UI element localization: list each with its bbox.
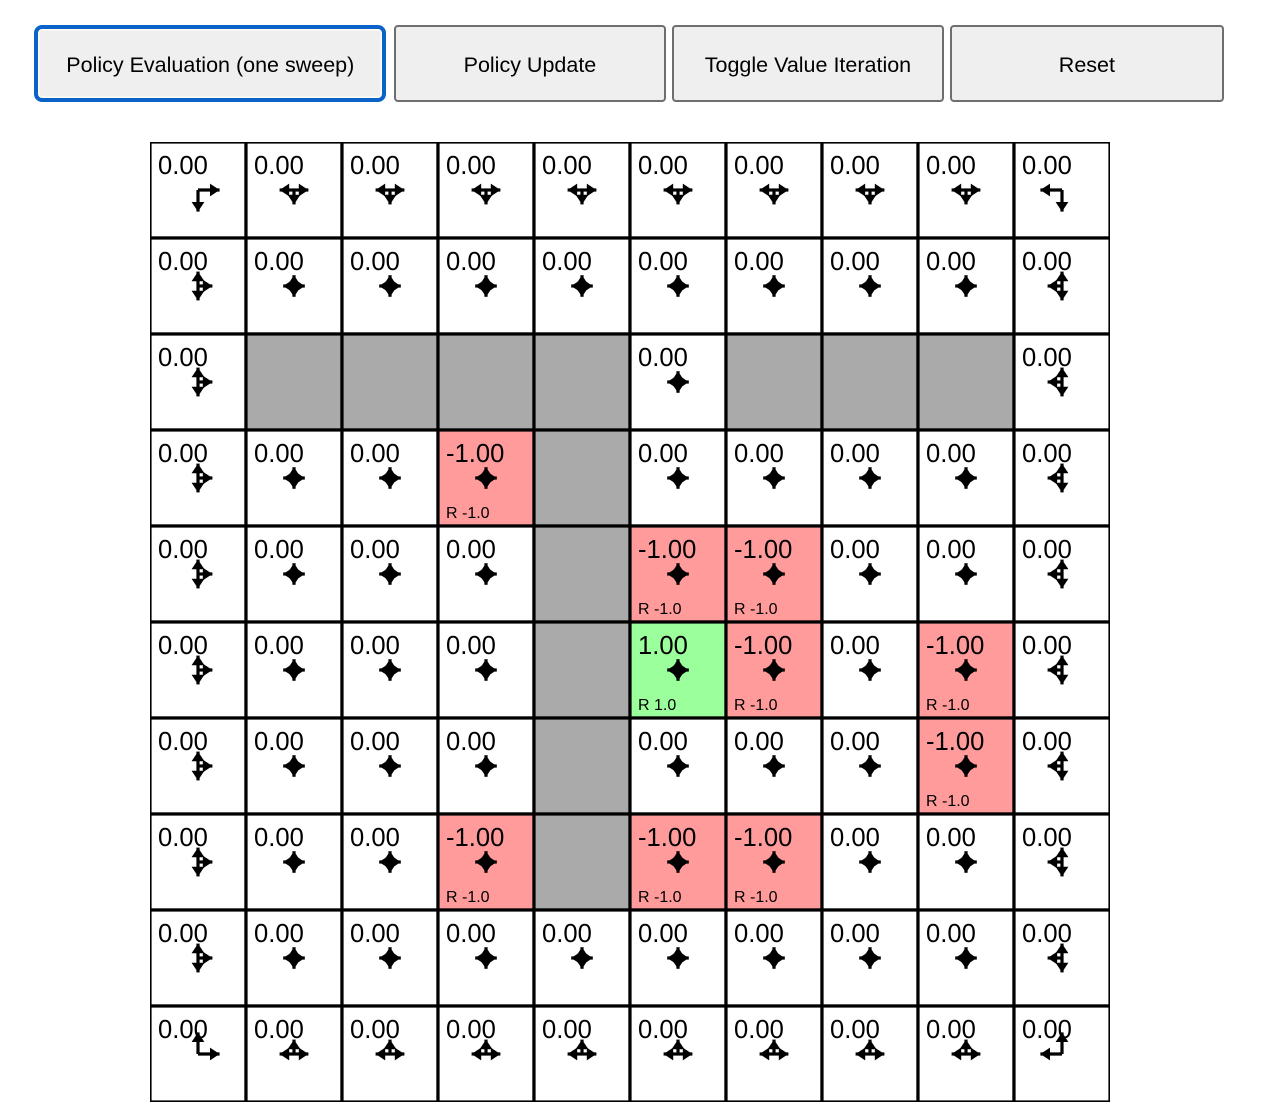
svg-text:0.00: 0.00 <box>926 920 976 948</box>
svg-text:0.00: 0.00 <box>926 440 976 468</box>
svg-text:0.00: 0.00 <box>158 344 208 372</box>
svg-text:0.00: 0.00 <box>1022 536 1072 564</box>
svg-text:0.00: 0.00 <box>158 728 208 756</box>
svg-text:0.00: 0.00 <box>446 152 496 180</box>
svg-text:0.00: 0.00 <box>446 1016 496 1044</box>
svg-text:0.00: 0.00 <box>638 152 688 180</box>
svg-text:0.00: 0.00 <box>830 632 880 660</box>
svg-text:R -1.0: R -1.0 <box>734 601 778 618</box>
svg-text:0.00: 0.00 <box>734 248 784 276</box>
svg-text:0.00: 0.00 <box>638 440 688 468</box>
svg-text:R -1.0: R -1.0 <box>926 697 970 714</box>
svg-text:0.00: 0.00 <box>254 728 304 756</box>
svg-text:0.00: 0.00 <box>830 824 880 852</box>
svg-text:0.00: 0.00 <box>830 536 880 564</box>
svg-text:0.00: 0.00 <box>1022 632 1072 660</box>
svg-text:R -1.0: R -1.0 <box>446 505 490 522</box>
svg-text:0.00: 0.00 <box>734 1016 784 1044</box>
svg-text:0.00: 0.00 <box>158 824 208 852</box>
svg-text:R -1.0: R -1.0 <box>734 697 778 714</box>
svg-text:R -1.0: R -1.0 <box>446 889 490 906</box>
svg-text:0.00: 0.00 <box>350 632 400 660</box>
svg-text:0.00: 0.00 <box>1022 440 1072 468</box>
svg-text:0.00: 0.00 <box>1022 824 1072 852</box>
svg-text:0.00: 0.00 <box>1022 920 1072 948</box>
svg-text:0.00: 0.00 <box>926 248 976 276</box>
svg-text:0.00: 0.00 <box>1022 248 1072 276</box>
svg-text:0.00: 0.00 <box>1022 728 1072 756</box>
svg-text:0.00: 0.00 <box>254 248 304 276</box>
svg-text:0.00: 0.00 <box>446 728 496 756</box>
svg-text:-1.00: -1.00 <box>734 824 792 852</box>
svg-text:0.00: 0.00 <box>350 536 400 564</box>
svg-text:0.00: 0.00 <box>254 920 304 948</box>
svg-text:0.00: 0.00 <box>638 728 688 756</box>
svg-text:0.00: 0.00 <box>350 440 400 468</box>
svg-text:1.00: 1.00 <box>638 632 688 660</box>
svg-text:0.00: 0.00 <box>734 920 784 948</box>
svg-text:-1.00: -1.00 <box>926 632 984 660</box>
svg-text:0.00: 0.00 <box>158 440 208 468</box>
svg-text:-1.00: -1.00 <box>926 728 984 756</box>
svg-text:-1.00: -1.00 <box>446 440 504 468</box>
svg-text:0.00: 0.00 <box>734 152 784 180</box>
svg-text:0.00: 0.00 <box>638 920 688 948</box>
svg-text:R -1.0: R -1.0 <box>638 601 682 618</box>
svg-text:0.00: 0.00 <box>350 728 400 756</box>
svg-text:0.00: 0.00 <box>734 440 784 468</box>
svg-text:0.00: 0.00 <box>254 536 304 564</box>
svg-text:0.00: 0.00 <box>254 1016 304 1044</box>
svg-text:-1.00: -1.00 <box>446 824 504 852</box>
svg-text:0.00: 0.00 <box>926 152 976 180</box>
svg-text:0.00: 0.00 <box>830 728 880 756</box>
svg-text:0.00: 0.00 <box>1022 344 1072 372</box>
svg-text:0.00: 0.00 <box>926 1016 976 1044</box>
svg-text:0.00: 0.00 <box>350 920 400 948</box>
svg-text:0.00: 0.00 <box>926 824 976 852</box>
svg-text:-1.00: -1.00 <box>638 536 696 564</box>
svg-text:0.00: 0.00 <box>638 1016 688 1044</box>
svg-text:0.00: 0.00 <box>542 152 592 180</box>
svg-text:0.00: 0.00 <box>446 920 496 948</box>
svg-text:0.00: 0.00 <box>350 1016 400 1044</box>
svg-text:0.00: 0.00 <box>254 632 304 660</box>
svg-text:0.00: 0.00 <box>830 1016 880 1044</box>
svg-text:R 1.0: R 1.0 <box>638 697 676 714</box>
svg-text:0.00: 0.00 <box>830 920 880 948</box>
svg-text:0.00: 0.00 <box>542 1016 592 1044</box>
svg-text:R -1.0: R -1.0 <box>638 889 682 906</box>
svg-text:-1.00: -1.00 <box>734 536 792 564</box>
svg-text:R -1.0: R -1.0 <box>926 793 970 810</box>
svg-text:0.00: 0.00 <box>446 536 496 564</box>
svg-text:0.00: 0.00 <box>830 248 880 276</box>
svg-text:0.00: 0.00 <box>254 152 304 180</box>
svg-text:0.00: 0.00 <box>350 248 400 276</box>
svg-text:R -1.0: R -1.0 <box>734 889 778 906</box>
svg-text:0.00: 0.00 <box>734 728 784 756</box>
svg-text:-1.00: -1.00 <box>638 824 696 852</box>
svg-text:0.00: 0.00 <box>158 536 208 564</box>
svg-text:0.00: 0.00 <box>254 824 304 852</box>
svg-text:0.00: 0.00 <box>254 440 304 468</box>
svg-text:0.00: 0.00 <box>1022 152 1072 180</box>
svg-text:-1.00: -1.00 <box>734 632 792 660</box>
svg-text:0.00: 0.00 <box>446 248 496 276</box>
svg-text:0.00: 0.00 <box>350 152 400 180</box>
svg-text:0.00: 0.00 <box>158 152 208 180</box>
svg-text:0.00: 0.00 <box>830 152 880 180</box>
svg-text:0.00: 0.00 <box>158 920 208 948</box>
svg-text:0.00: 0.00 <box>446 632 496 660</box>
svg-text:0.00: 0.00 <box>638 344 688 372</box>
svg-text:0.00: 0.00 <box>350 824 400 852</box>
svg-text:0.00: 0.00 <box>542 248 592 276</box>
svg-text:0.00: 0.00 <box>926 536 976 564</box>
svg-text:0.00: 0.00 <box>158 248 208 276</box>
svg-text:0.00: 0.00 <box>158 632 208 660</box>
svg-text:0.00: 0.00 <box>638 248 688 276</box>
svg-text:0.00: 0.00 <box>830 440 880 468</box>
svg-text:0.00: 0.00 <box>542 920 592 948</box>
